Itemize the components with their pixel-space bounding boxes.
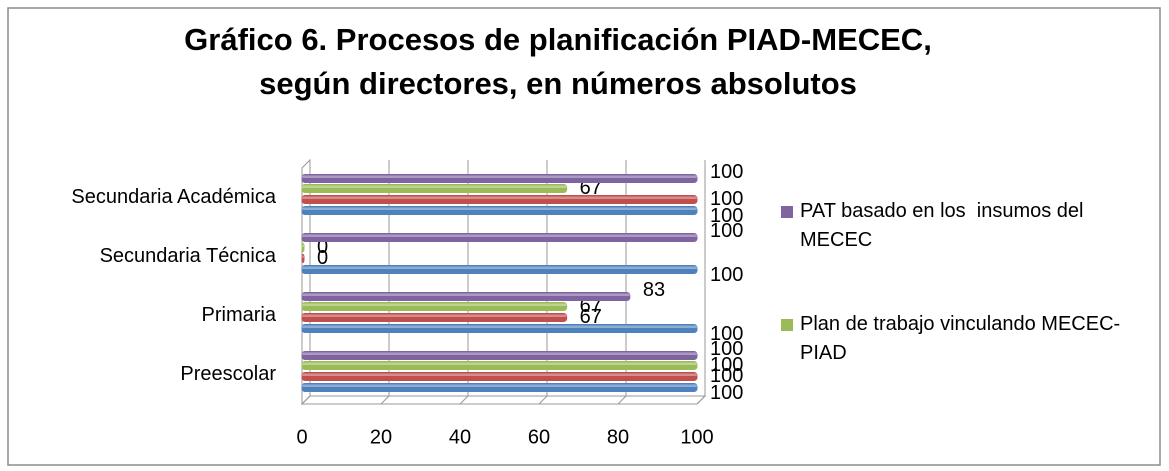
bar: [301, 313, 568, 322]
data-label: 67: [580, 306, 602, 328]
data-label: 100: [710, 205, 743, 227]
data-label: 0: [317, 247, 328, 269]
data-label: 0: [317, 236, 328, 258]
bar-highlight: [302, 352, 697, 355]
x-tick-label: 20: [370, 426, 392, 448]
bar-body: [301, 313, 568, 322]
bar-highlight: [302, 185, 567, 188]
bar-body: [301, 383, 698, 392]
bar-body: [301, 361, 698, 370]
bar: [301, 351, 698, 360]
chart-title: Gráfico 6. Procesos de planificación PIA…: [184, 22, 932, 57]
x-tick-label: 0: [296, 426, 307, 448]
bar: [301, 302, 568, 311]
bar-body: [301, 351, 698, 360]
bar-highlight: [302, 325, 697, 328]
legend-label: PAT basado en los insumos del MECEC: [800, 200, 1090, 251]
bar-body: [301, 184, 568, 193]
bar-body: [301, 265, 698, 274]
data-label: 100: [710, 365, 743, 387]
bar-body: [301, 195, 698, 204]
bar: [301, 174, 698, 183]
x-tick-label: 80: [607, 426, 629, 448]
y-tick-label: Preescolar: [180, 363, 276, 385]
data-label: 100: [710, 188, 743, 210]
bar: [301, 233, 698, 242]
bar: [301, 243, 305, 252]
y-tick-label: Secundaria Académica: [71, 186, 276, 208]
bar-highlight: [302, 266, 697, 269]
bar-highlight: [302, 303, 567, 306]
bar-highlight: [302, 314, 567, 317]
data-label: 100: [710, 323, 743, 345]
data-label: 100: [710, 264, 743, 286]
x-tick-label: 60: [528, 426, 550, 448]
bar-highlight: [302, 384, 697, 387]
y-tick-label: Primaria: [202, 304, 277, 326]
bar: [301, 265, 698, 274]
x-tick-label: 40: [449, 426, 471, 448]
bar: [301, 292, 631, 301]
data-label: 100: [710, 220, 743, 242]
data-label: 83: [643, 279, 665, 301]
legend-swatch: [781, 206, 793, 218]
bar: [301, 195, 698, 204]
bar-body: [301, 302, 568, 311]
bar-highlight: [302, 234, 697, 237]
bar: [301, 184, 568, 193]
bar: [301, 324, 698, 333]
data-label: 100: [710, 338, 743, 360]
bar-body: [301, 292, 631, 301]
bar-highlight: [302, 207, 697, 210]
bar-body: [301, 254, 305, 263]
bar-highlight: [302, 255, 304, 258]
bar: [301, 361, 698, 370]
floor: [300, 395, 707, 405]
y-tick-label: Secundaria Técnica: [100, 245, 277, 267]
bar-highlight: [302, 293, 630, 296]
data-label: 100: [710, 354, 743, 376]
bar-highlight: [302, 196, 697, 199]
bar-highlight: [302, 362, 697, 365]
bar-highlight: [302, 373, 697, 376]
bar-body: [301, 243, 305, 252]
bar-body: [301, 372, 698, 381]
bar: [301, 383, 698, 392]
bar-highlight: [302, 175, 697, 178]
bar-body: [301, 324, 698, 333]
bar-body: [301, 174, 698, 183]
grid-line: [696, 160, 706, 405]
legend-swatch: [781, 319, 793, 331]
chart-title: según directores, en números absolutos: [259, 66, 857, 101]
bar: [301, 206, 698, 215]
legend-label: Plan de trabajo vinculando MECEC-PIAD: [800, 313, 1121, 364]
data-label: 100: [710, 382, 743, 404]
bar: [301, 372, 698, 381]
x-tick-label: 100: [680, 426, 713, 448]
bar-highlight: [302, 244, 304, 247]
bar: [301, 254, 305, 263]
data-label: 100: [710, 161, 743, 183]
bar-body: [301, 233, 698, 242]
bar-body: [301, 206, 698, 215]
